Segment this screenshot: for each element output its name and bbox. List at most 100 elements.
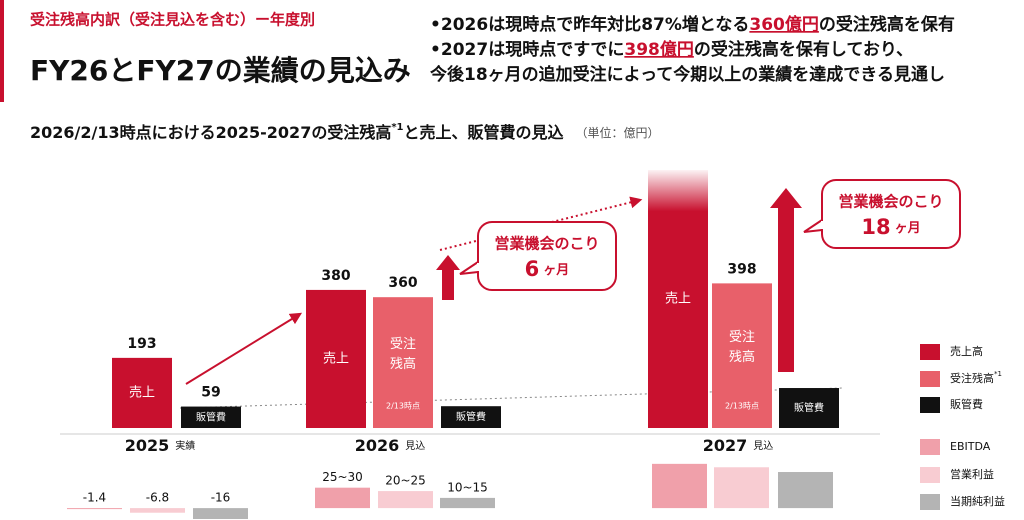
legend-name: 販管費 xyxy=(950,397,983,411)
category-year: 2027 xyxy=(703,436,748,455)
legend-label: 販管費 xyxy=(950,397,983,411)
legend-swatch xyxy=(920,494,940,510)
bullet-marker: • xyxy=(430,40,441,60)
category-note: 実績 xyxy=(175,439,195,452)
bar xyxy=(779,388,839,428)
value-label: 10~15 xyxy=(447,480,488,494)
bullet-text: 2026は現時点で昨年対比87%増となる xyxy=(441,14,750,35)
bar-label: 販管費 xyxy=(456,410,486,423)
profit-bar xyxy=(67,508,122,510)
bar-label: 売上 xyxy=(665,291,691,307)
callout-number: 18 xyxy=(861,215,890,239)
bullets: •2026は現時点で昨年対比87%増となる360億円の受注残高を保有•2027は… xyxy=(430,14,955,85)
legend-label: 当期純利益 xyxy=(950,494,1005,508)
legend-label: 受注残高*1 xyxy=(950,370,1002,385)
value-label: 25~30 xyxy=(322,470,363,484)
profit-bar xyxy=(652,463,707,509)
bar-label: 売上 xyxy=(129,384,155,400)
legend-name: 受注残高 xyxy=(950,371,994,385)
category-year: 2026 xyxy=(355,436,400,455)
legend-swatch xyxy=(920,467,940,483)
profit-bar xyxy=(778,472,833,509)
legend-name: 当期純利益 xyxy=(950,494,1005,508)
callout-mask xyxy=(821,221,825,229)
callout-unit: ヶ月 xyxy=(895,221,921,236)
bar-label: 残高 xyxy=(390,356,416,372)
callout-mask xyxy=(477,263,481,271)
value-label: 20~25 xyxy=(385,474,426,488)
callout-box xyxy=(477,221,617,291)
bullet: •2026は現時点で昨年対比87%増となる360億円の受注残高を保有 xyxy=(430,14,955,35)
category-note: 見込 xyxy=(405,440,425,452)
profit-bar xyxy=(378,491,433,509)
callout-box xyxy=(821,179,961,249)
chart-title: 2026/2/13時点における2025-2027の受注残高*1と売上、販管費の見… xyxy=(30,122,660,142)
category-year: 2025 xyxy=(125,436,170,455)
value-label: 398 xyxy=(727,261,756,277)
bar xyxy=(306,289,366,428)
profit-bar xyxy=(130,508,185,513)
up-arrow xyxy=(770,188,802,372)
callout-unit: ヶ月 xyxy=(543,263,569,278)
legend-swatch xyxy=(920,371,940,387)
callout-tail xyxy=(803,219,823,233)
bullet-text: の受注残高を保有 xyxy=(819,14,955,35)
bar-label: 受注 xyxy=(729,330,755,345)
value-label: -16 xyxy=(211,491,231,505)
callout-title: 営業機会のこり xyxy=(494,235,599,253)
bar xyxy=(112,357,172,428)
legend-swatch xyxy=(920,397,940,413)
category-note: 見込 xyxy=(753,440,773,452)
bar xyxy=(181,406,241,428)
bullet-text: の受注残高を保有しており、 xyxy=(694,39,913,60)
bar xyxy=(441,406,501,428)
bullet-text: 今後18ヶ月の追加受注によって今期以上の業績を達成できる見通し xyxy=(430,64,945,85)
chart-title-main: 2026/2/13時点における2025-2027の受注残高 xyxy=(30,123,391,142)
bar-label: 残高 xyxy=(729,349,755,365)
bullet-text: 2027は現時点ですでに xyxy=(441,39,624,60)
bar-label: 売上 xyxy=(323,350,349,366)
bar-label: 受注 xyxy=(390,337,416,352)
bar-label: 販管費 xyxy=(794,401,824,414)
callout-number: 6 xyxy=(525,257,540,281)
callout-value: 6 ヶ月 xyxy=(525,257,570,281)
growth-arrow-dotted xyxy=(439,196,643,251)
value-label: -6.8 xyxy=(146,491,169,505)
growth-arrow xyxy=(185,312,303,385)
value-label: 380 xyxy=(321,268,350,284)
category: 受注残高内訳（受注見込を含む）ー年度別 xyxy=(30,11,315,29)
title: FY26とFY27の業績の見込み xyxy=(30,54,411,87)
callout-tail xyxy=(459,261,479,275)
value-label: 193 xyxy=(127,336,156,352)
bar xyxy=(648,170,708,428)
bar xyxy=(712,283,772,428)
value-label: 59 xyxy=(201,385,220,401)
profit-bar xyxy=(440,497,495,509)
callout-title: 営業機会のこり xyxy=(838,193,943,211)
profit-bar xyxy=(714,467,769,509)
value-label: -1.4 xyxy=(83,491,106,505)
bullet: 今後18ヶ月の追加受注によって今期以上の業績を達成できる見通し xyxy=(430,64,945,85)
legend-label: EBITDA xyxy=(950,440,991,453)
accent-bar xyxy=(0,0,4,102)
up-arrow xyxy=(436,255,460,300)
bar-note: 2/13時点 xyxy=(386,402,420,411)
legend-swatch xyxy=(920,439,940,455)
legend-swatch xyxy=(920,344,940,360)
legend-label: 売上高 xyxy=(950,344,983,358)
category-label: 2025 実績 xyxy=(125,436,196,455)
legend-name: EBITDA xyxy=(950,440,991,453)
category-label: 2027 見込 xyxy=(703,436,774,455)
bullet-marker: • xyxy=(430,15,441,35)
legend-note: *1 xyxy=(994,370,1002,378)
bar xyxy=(373,297,433,428)
callout-value: 18 ヶ月 xyxy=(861,215,920,239)
legend-name: 売上高 xyxy=(950,344,983,358)
unit: （単位：億円） xyxy=(576,125,660,140)
category-label: 2026 見込 xyxy=(355,436,426,455)
bullet: •2027は現時点ですでに398億円の受注残高を保有しており、 xyxy=(430,39,913,60)
legend-name: 営業利益 xyxy=(950,467,994,481)
value-label: 360 xyxy=(388,275,417,291)
bullet-highlight: 398億円 xyxy=(624,39,694,60)
